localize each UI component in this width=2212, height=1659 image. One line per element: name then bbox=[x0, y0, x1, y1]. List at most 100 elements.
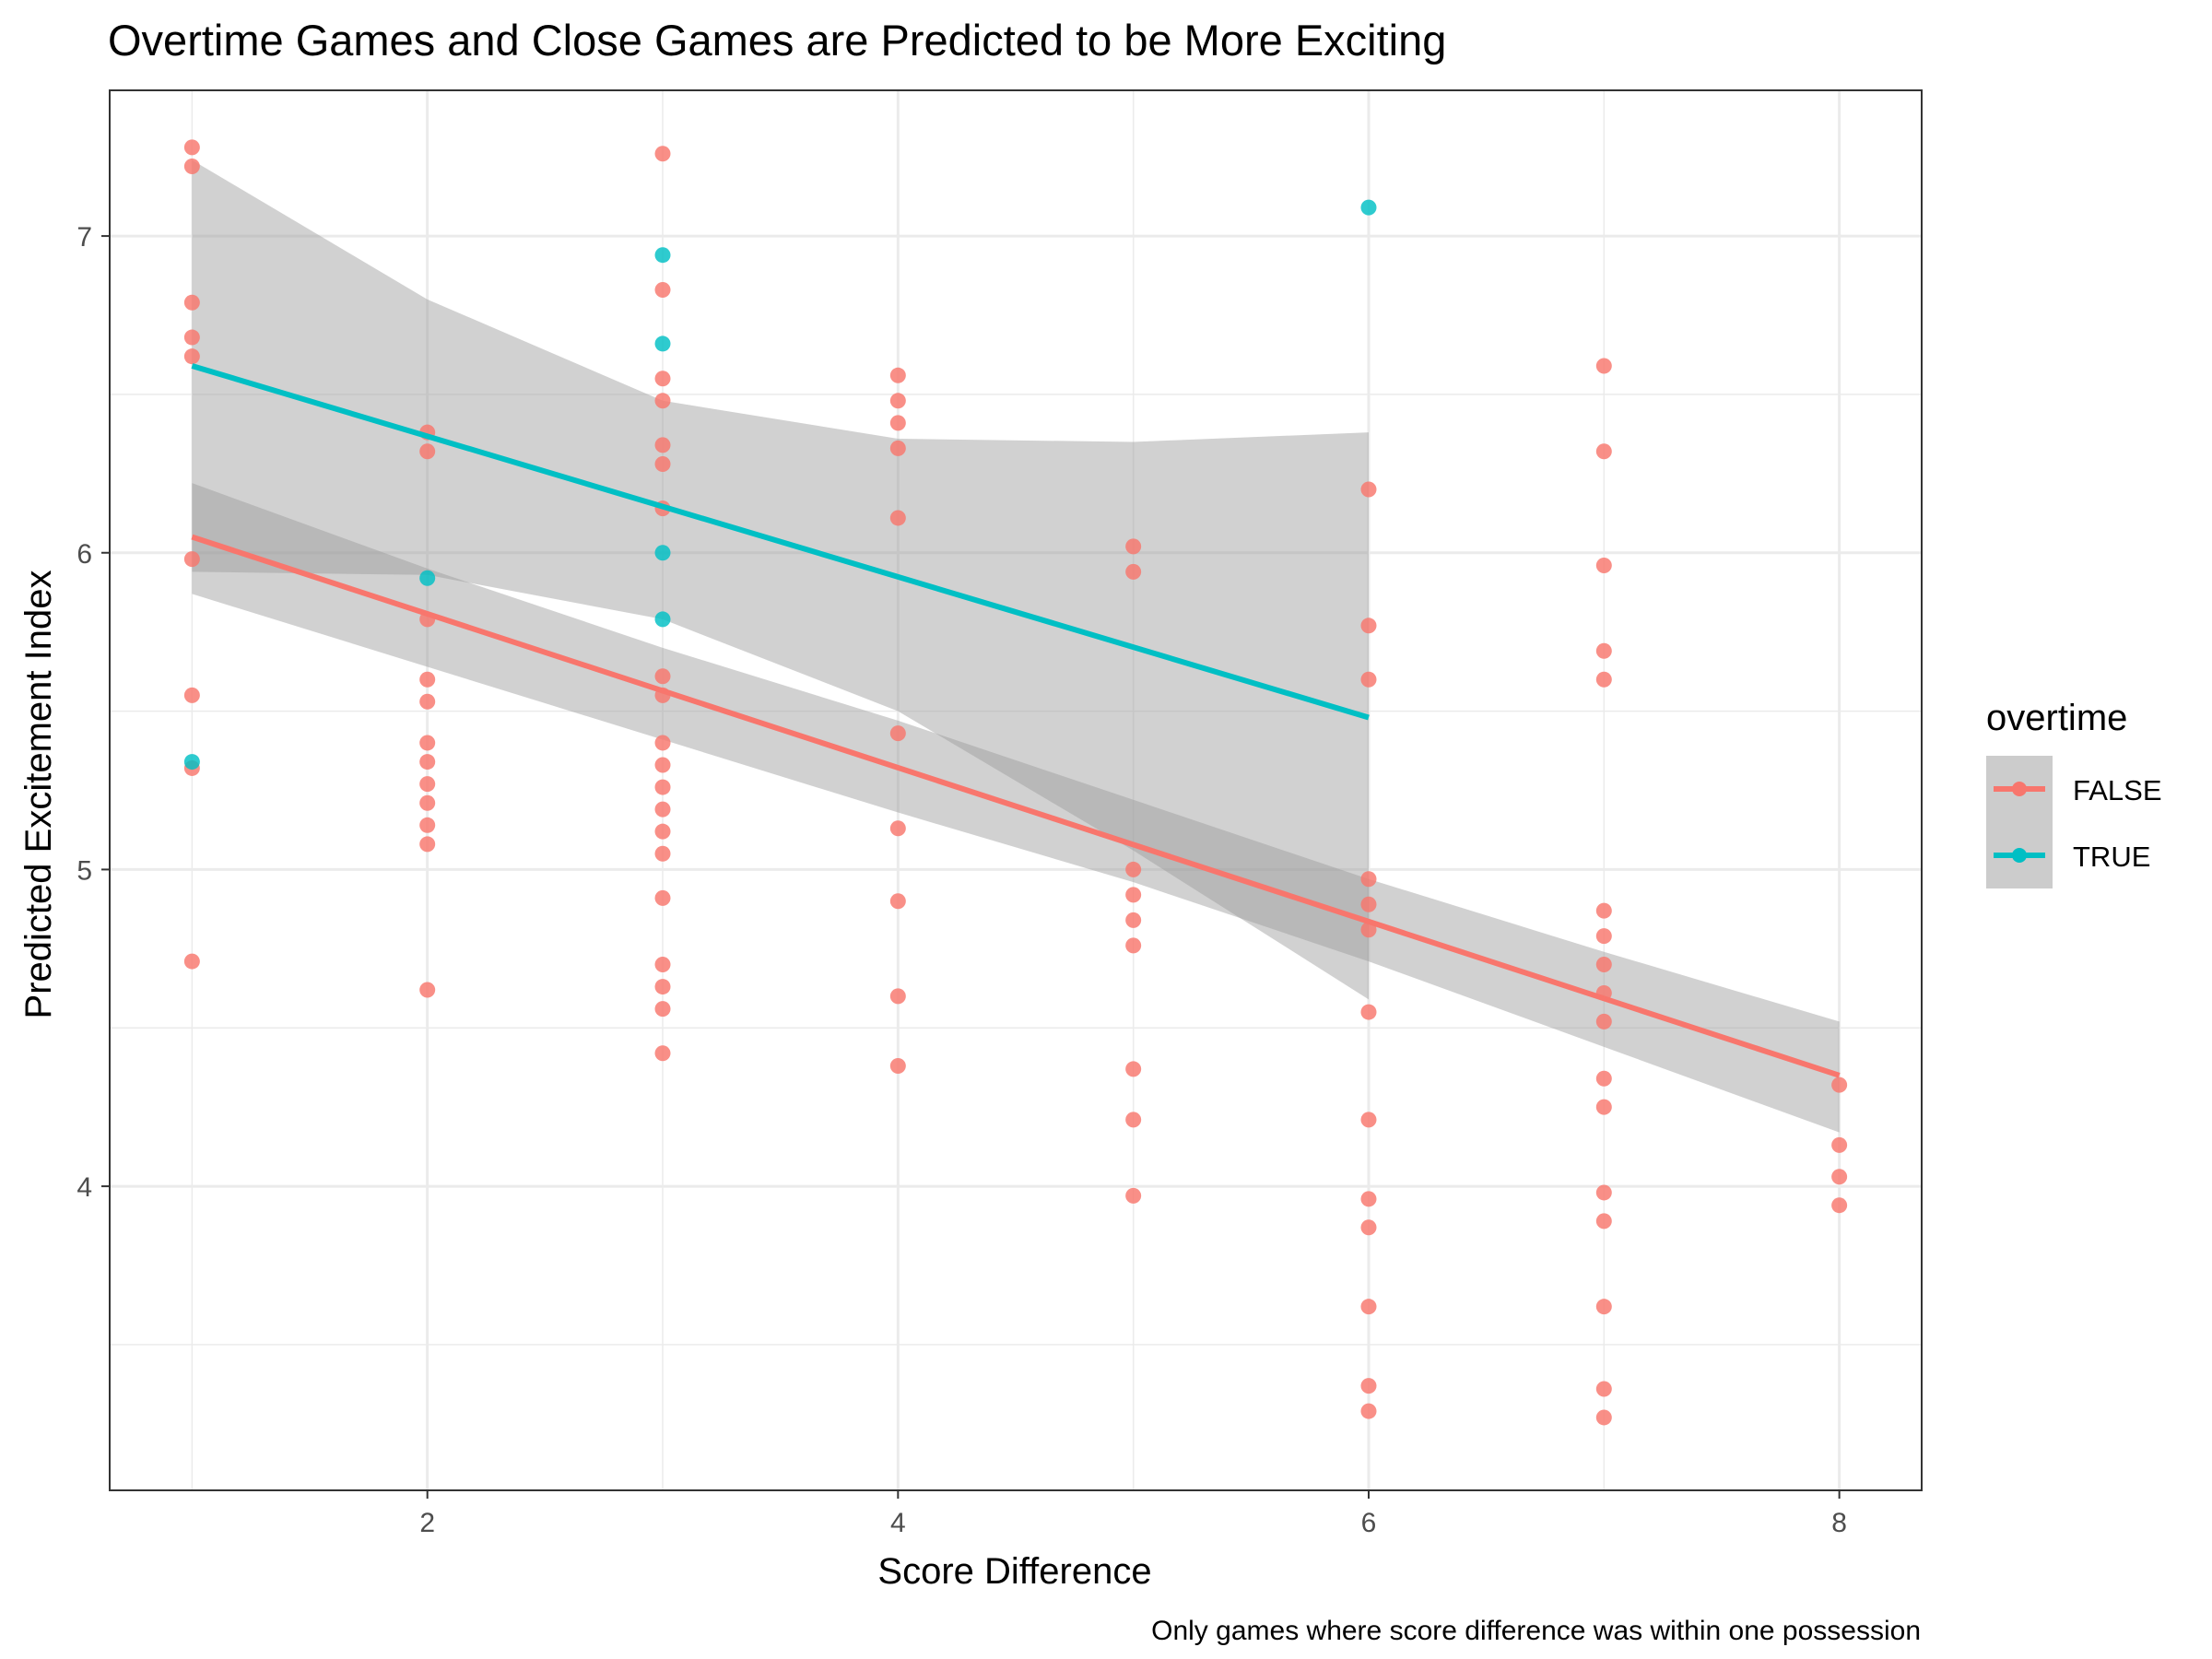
fit-line-false bbox=[191, 534, 1841, 1078]
data-point-false bbox=[1595, 671, 1612, 688]
data-point-false bbox=[654, 957, 671, 973]
data-point-false bbox=[1360, 871, 1377, 888]
data-point-false bbox=[889, 893, 906, 910]
x-axis-title: Score Difference bbox=[877, 1551, 1151, 1592]
data-point-true bbox=[654, 247, 671, 264]
data-point-false bbox=[654, 371, 671, 387]
data-point-false bbox=[1125, 538, 1142, 555]
data-point-false bbox=[889, 440, 906, 456]
data-point-true bbox=[1360, 199, 1377, 216]
data-point-false bbox=[1125, 1112, 1142, 1128]
data-point-false bbox=[654, 282, 671, 299]
y-tick-label: 6 bbox=[76, 539, 92, 570]
data-point-false bbox=[1831, 1169, 1848, 1185]
data-point-false bbox=[654, 889, 671, 906]
data-point-false bbox=[1360, 671, 1377, 688]
data-point-false bbox=[654, 779, 671, 795]
legend-item-false: FALSE bbox=[1986, 756, 2162, 822]
data-point-false bbox=[419, 443, 436, 460]
data-point-false bbox=[889, 393, 906, 409]
legend-label-false: FALSE bbox=[2073, 774, 2162, 806]
data-point-false bbox=[1595, 1184, 1612, 1201]
y-axis-title: Predicted Excitement Index bbox=[18, 571, 59, 1019]
data-point-false bbox=[654, 735, 671, 751]
data-point-false bbox=[654, 1045, 671, 1062]
legend: overtime FALSE TRUE bbox=[1986, 698, 2162, 888]
data-point-false bbox=[419, 671, 436, 688]
legend-title: overtime bbox=[1986, 698, 2127, 738]
data-point-true bbox=[419, 570, 436, 586]
data-point-false bbox=[419, 817, 436, 833]
data-point-false bbox=[1831, 1077, 1848, 1093]
confidence-band-true bbox=[192, 159, 1369, 1000]
data-point-false bbox=[1595, 1099, 1612, 1115]
data-point-false bbox=[1595, 928, 1612, 945]
legend-item-true: TRUE bbox=[1986, 822, 2150, 888]
data-point-false bbox=[654, 801, 671, 818]
data-point-false bbox=[419, 735, 436, 751]
y-tick-label: 5 bbox=[76, 855, 92, 886]
data-point-false bbox=[889, 510, 906, 526]
chart-title: Overtime Games and Close Games are Predi… bbox=[108, 16, 1446, 65]
data-point-false bbox=[654, 757, 671, 773]
data-point-false bbox=[1595, 642, 1612, 659]
data-point-false bbox=[1595, 902, 1612, 919]
data-point-false bbox=[1360, 896, 1377, 912]
data-point-false bbox=[1595, 1013, 1612, 1030]
points-true bbox=[183, 199, 1377, 771]
data-point-false bbox=[1595, 557, 1612, 573]
data-point-false bbox=[889, 1057, 906, 1074]
data-point-false bbox=[654, 845, 671, 862]
data-point-false bbox=[1595, 1213, 1612, 1230]
data-point-false bbox=[1595, 1409, 1612, 1426]
data-point-false bbox=[419, 836, 436, 853]
data-point-false bbox=[1831, 1136, 1848, 1153]
data-point-false bbox=[889, 415, 906, 431]
data-point-false bbox=[1360, 618, 1377, 634]
data-point-false bbox=[654, 146, 671, 162]
points-false bbox=[183, 139, 1848, 1426]
data-point-false bbox=[1595, 1070, 1612, 1087]
data-point-false bbox=[1595, 358, 1612, 374]
data-point-false bbox=[1360, 922, 1377, 938]
chart-caption: Only games where score difference was wi… bbox=[1151, 1616, 1921, 1646]
data-point-false bbox=[654, 668, 671, 685]
data-point-false bbox=[889, 367, 906, 383]
data-point-false bbox=[183, 953, 200, 970]
data-point-false bbox=[654, 823, 671, 840]
x-tick-label: 2 bbox=[419, 1508, 435, 1538]
data-point-false bbox=[1831, 1197, 1848, 1214]
data-point-false bbox=[1360, 1191, 1377, 1207]
data-point-true bbox=[654, 545, 671, 561]
data-point-false bbox=[1360, 1219, 1377, 1236]
data-point-false bbox=[183, 158, 200, 174]
data-point-true bbox=[183, 754, 200, 771]
data-point-true bbox=[654, 611, 671, 628]
fit-line-true bbox=[191, 363, 1370, 721]
legend-key-point-true bbox=[2012, 848, 2027, 863]
legend-key-point-false bbox=[2012, 782, 2027, 796]
data-point-true bbox=[654, 335, 671, 352]
data-point-false bbox=[1360, 1004, 1377, 1020]
data-point-false bbox=[654, 456, 671, 473]
data-point-false bbox=[1125, 563, 1142, 580]
data-point-false bbox=[889, 725, 906, 742]
data-point-false bbox=[654, 437, 671, 453]
data-point-false bbox=[1360, 1299, 1377, 1315]
data-point-false bbox=[183, 551, 200, 568]
data-point-false bbox=[1125, 912, 1142, 928]
x-tick-label: 6 bbox=[1361, 1508, 1377, 1538]
data-point-false bbox=[1595, 957, 1612, 973]
data-point-false bbox=[183, 329, 200, 346]
data-point-false bbox=[183, 294, 200, 311]
data-point-false bbox=[419, 693, 436, 710]
data-point-false bbox=[1360, 1403, 1377, 1419]
data-point-false bbox=[1125, 937, 1142, 954]
data-point-false bbox=[183, 348, 200, 365]
data-point-false bbox=[889, 820, 906, 837]
data-point-false bbox=[1125, 861, 1142, 877]
data-point-false bbox=[1595, 443, 1612, 460]
data-point-false bbox=[183, 139, 200, 156]
data-point-false bbox=[654, 393, 671, 409]
